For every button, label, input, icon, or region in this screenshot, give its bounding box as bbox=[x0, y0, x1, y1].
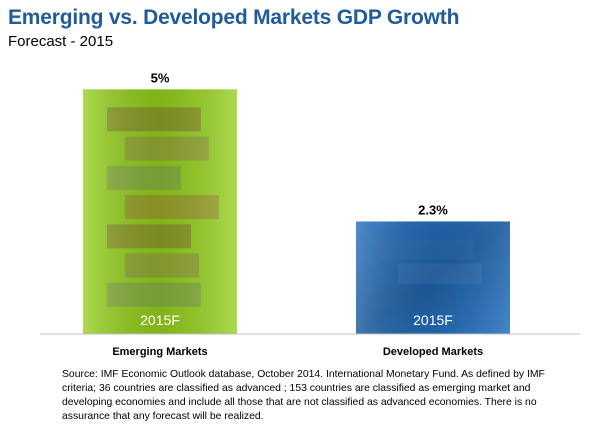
bar-year-label: 2015F bbox=[140, 312, 180, 328]
bar-year-label: 2015F bbox=[413, 312, 453, 328]
category-label: Emerging Markets bbox=[112, 346, 207, 358]
chart-subtitle: Forecast - 2015 bbox=[8, 33, 114, 50]
chart-title: Emerging vs. Developed Markets GDP Growt… bbox=[8, 6, 460, 29]
source-note: Source: IMF Economic Outlook database, O… bbox=[62, 369, 545, 422]
category-label: Developed Markets bbox=[383, 346, 483, 358]
data-label: 5% bbox=[151, 70, 170, 85]
data-label: 2.3% bbox=[418, 202, 448, 217]
